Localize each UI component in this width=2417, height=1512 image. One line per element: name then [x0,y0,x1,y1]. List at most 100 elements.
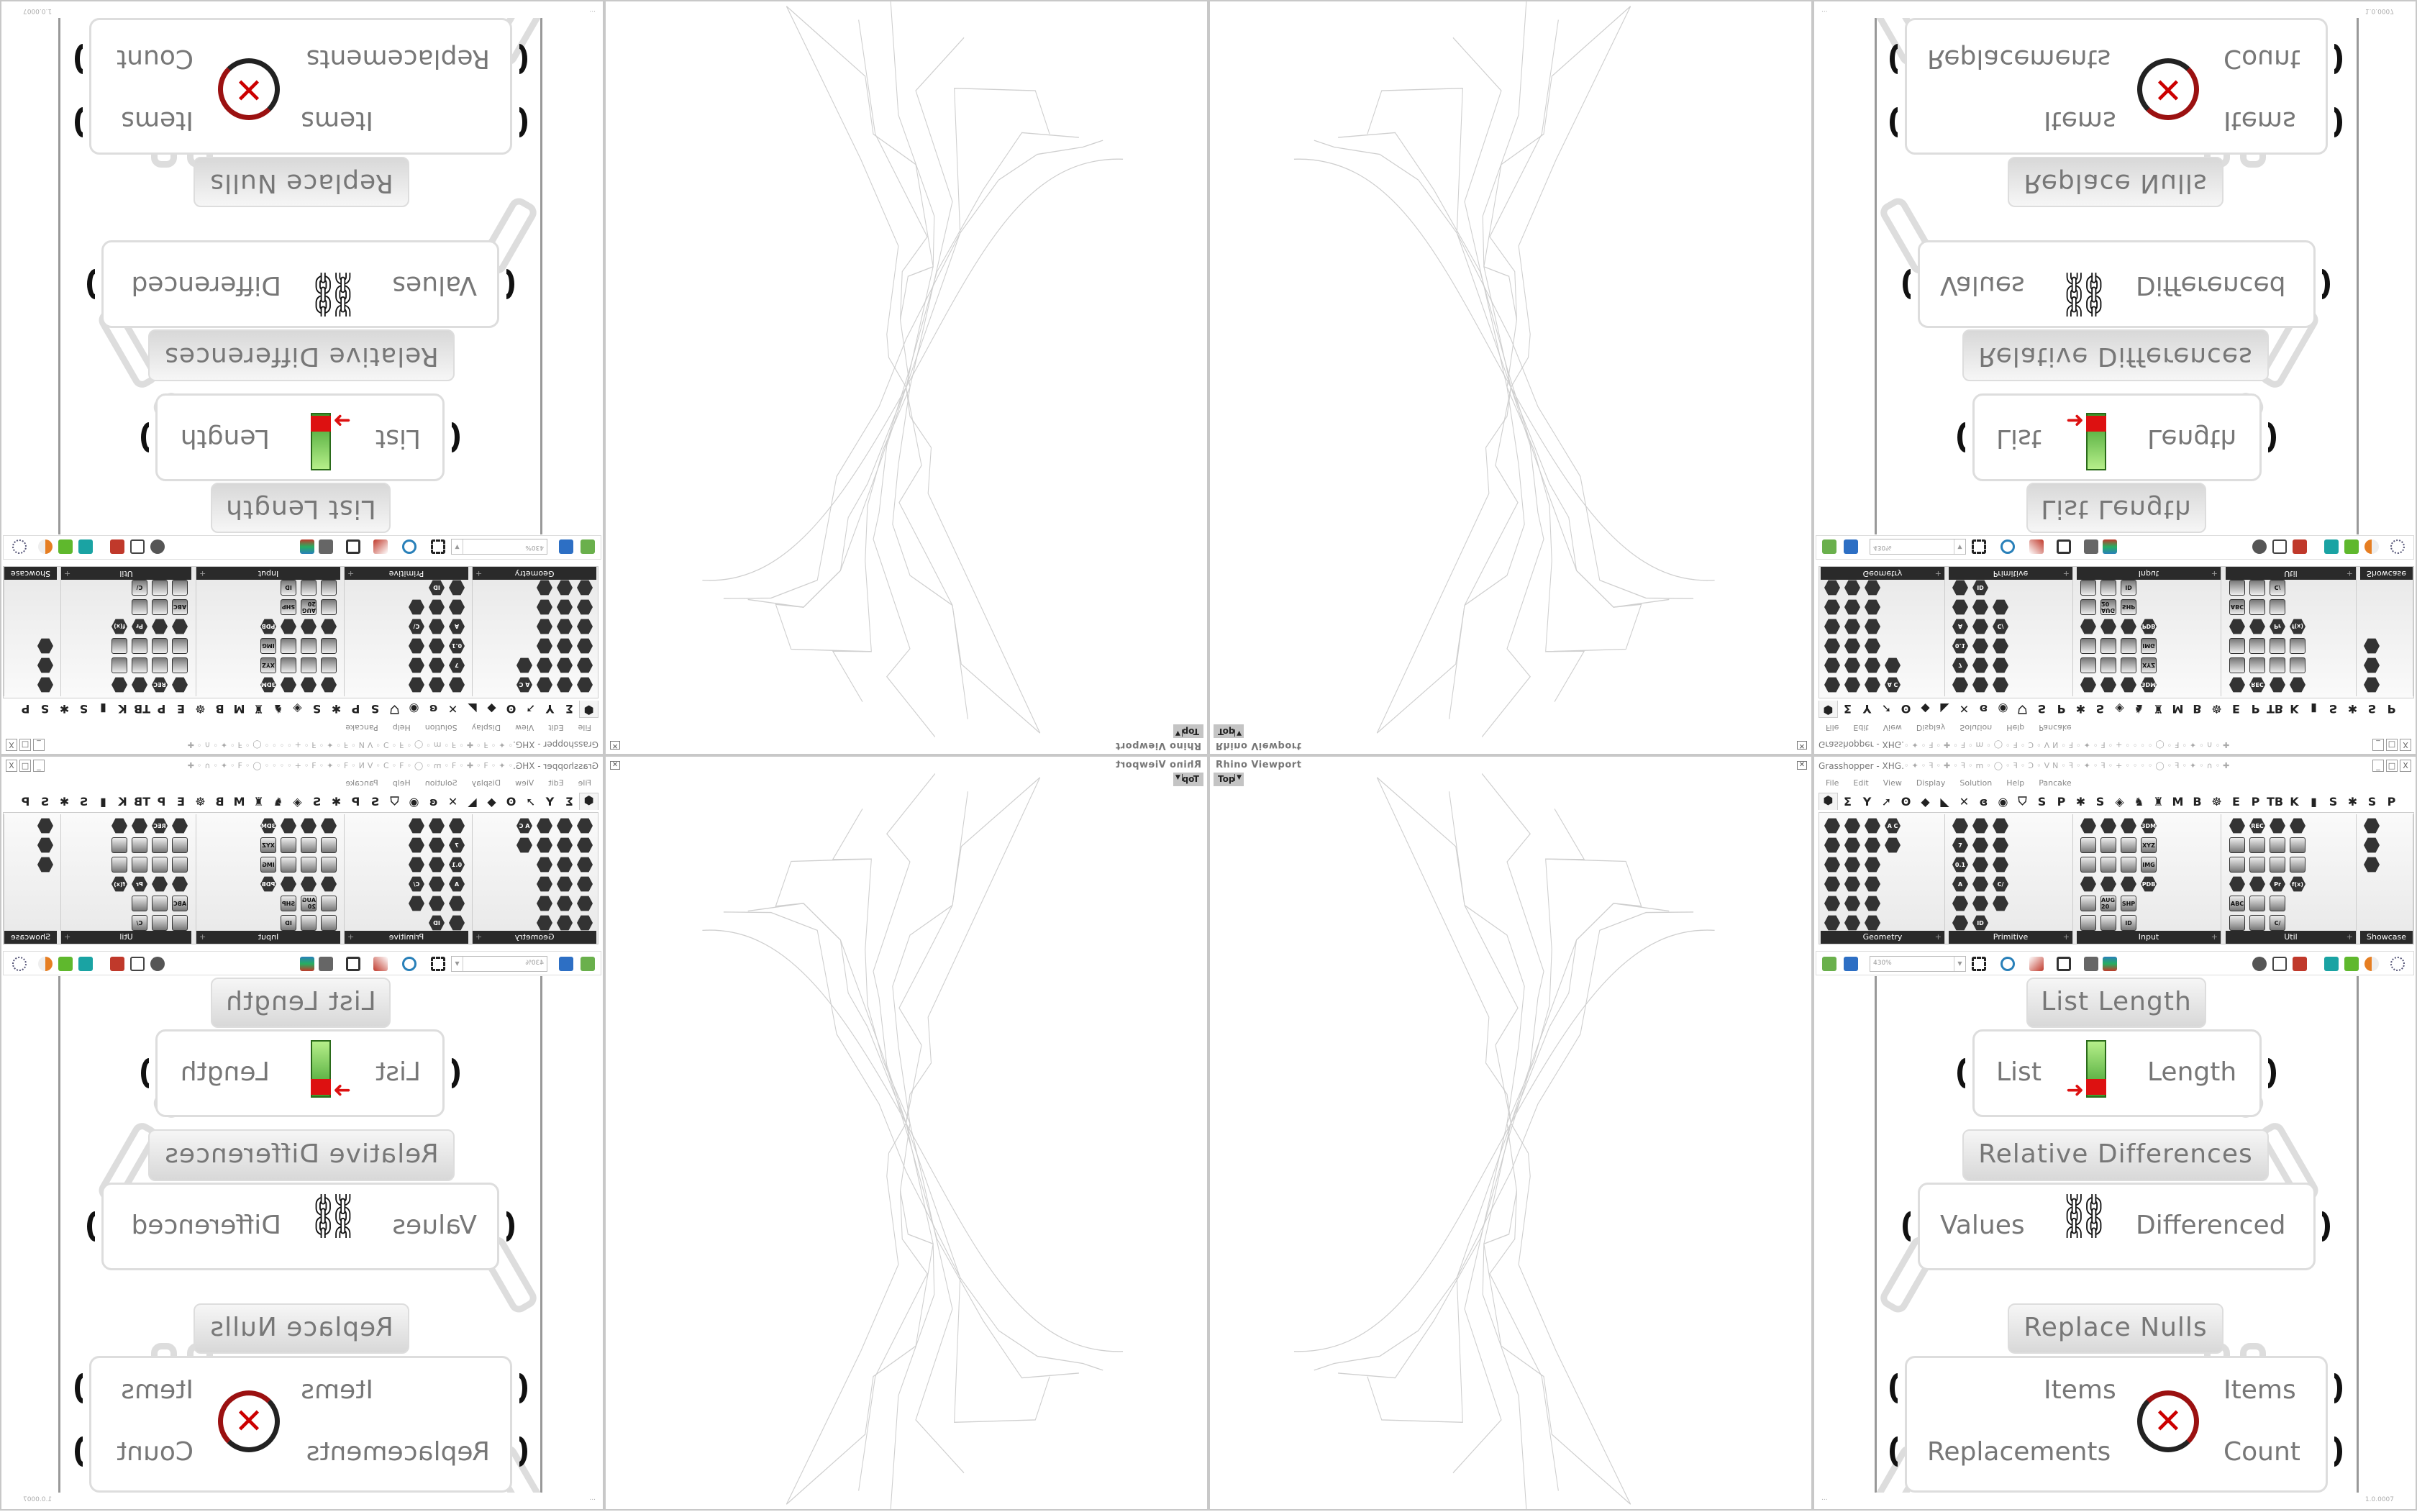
input-grip[interactable] [511,107,527,137]
ribbon-tab[interactable]: B [215,794,224,809]
component-icon[interactable] [2229,876,2245,892]
ribbon-tab[interactable]: B [2193,702,2202,716]
component-icon[interactable] [1865,915,1880,931]
ribbon-tab[interactable]: ɞ [429,794,438,809]
panel-label[interactable]: Geometry + [1821,931,1944,944]
replace-nulls-component[interactable]: Items Replacements ✕ Items Count [89,1356,512,1493]
component-icon[interactable] [2364,638,2380,654]
component-icon[interactable] [537,638,552,654]
expand-icon[interactable]: + [2346,932,2353,942]
component-icon[interactable] [409,599,424,615]
menu-help[interactable]: Help [2006,723,2025,732]
component-icon[interactable] [2100,638,2116,654]
ribbon-tab[interactable]: ɞ [429,702,438,716]
component-icon[interactable] [172,818,188,834]
panel-label[interactable]: Primitive + [345,567,468,580]
ribbon-tab[interactable]: ◈ [2115,794,2124,809]
panel-label[interactable]: Geometry + [473,567,596,580]
menu-display[interactable]: Display [1916,723,1946,732]
ribbon-tab[interactable]: ☸ [195,794,206,809]
ribbon-tab[interactable]: P [2387,794,2396,809]
chevron-down-icon[interactable]: ▼ [1175,774,1183,781]
panel-label[interactable]: Showcase T... [2360,931,2413,955]
menu-pancake[interactable]: Pancake [2039,723,2072,732]
ribbon-tab[interactable]: ✕ [447,794,458,809]
canvas[interactable]: List Length List ➜ Length Relative Diffe… [3,18,601,534]
panel-label[interactable]: Util + [61,567,191,580]
component-icon[interactable] [281,837,296,853]
ribbon-tab[interactable]: P [2057,794,2066,809]
ribbon-tab[interactable]: P [157,794,166,809]
component-icon[interactable] [1844,915,1860,931]
close-button[interactable]: X [6,760,17,772]
minimize-button[interactable]: _ [33,739,45,751]
ribbon-tab[interactable]: ▮ [2311,702,2317,716]
ribbon-tab[interactable]: ♜ [2153,794,2164,809]
component-icon[interactable] [2080,599,2096,615]
component-icon[interactable] [1972,896,1988,911]
replace-nulls-component[interactable]: Items Replacements ✕ Items Count [1905,1356,2328,1493]
close-button[interactable]: X [2400,739,2411,751]
component-icon[interactable]: C/ [2270,580,2285,596]
preview-shaded-icon[interactable] [130,539,145,554]
component-icon[interactable]: f(x) [2290,619,2306,634]
ribbon-tab[interactable]: E [177,702,185,716]
component-icon[interactable] [321,896,337,911]
component-icon[interactable] [537,580,552,596]
component-icon[interactable] [2270,818,2285,834]
menu-view[interactable]: View [1883,778,1902,788]
expand-icon[interactable]: + [475,932,483,942]
component-icon[interactable] [321,599,337,615]
ribbon-tab[interactable]: ◆ [1921,794,1930,809]
ribbon-tab[interactable]: ☸ [2211,702,2222,716]
maximize-button[interactable]: □ [2386,739,2398,751]
ribbon-tab[interactable]: S [2095,702,2105,716]
ribbon-tab[interactable]: TB [2266,702,2284,716]
bake-icon[interactable] [2057,539,2071,554]
panel-label[interactable]: Primitive + [1949,931,2072,944]
component-icon[interactable]: ABC [2229,896,2245,911]
component-icon[interactable] [2080,837,2096,853]
selection-icon[interactable] [12,957,27,971]
input-grip[interactable] [1903,269,1918,299]
component-icon[interactable] [2364,837,2380,853]
component-icon[interactable] [1972,818,1988,834]
zoom-extents-icon[interactable] [1972,539,1986,554]
ribbon-tab[interactable]: ✱ [331,702,342,716]
maximize-button[interactable]: □ [19,760,31,772]
component-icon[interactable] [449,599,465,615]
component-icon[interactable] [2121,677,2136,693]
component-icon[interactable]: C/ [1993,876,2008,892]
component-icon[interactable] [1844,638,1860,654]
component-icon[interactable]: 7 [449,837,465,853]
component-icon[interactable] [152,896,168,911]
ribbon-tab[interactable]: P [21,794,30,809]
component-icon[interactable] [152,638,168,654]
eye-icon[interactable] [402,539,417,554]
ribbon-tab[interactable]: ☸ [2211,794,2222,809]
component-icon[interactable] [2229,580,2245,596]
mesh-icon[interactable] [2324,957,2339,971]
selection-icon[interactable] [12,539,27,554]
component-icon[interactable]: ABC [172,896,188,911]
ribbon-tab[interactable]: P [2057,702,2066,716]
component-icon[interactable] [1824,915,1840,931]
component-icon[interactable] [2080,638,2096,654]
component-icon[interactable] [2080,580,2096,596]
component-icon[interactable] [1952,580,1968,596]
component-icon[interactable]: SHP [281,599,296,615]
component-icon[interactable] [2229,818,2245,834]
component-icon[interactable] [537,677,552,693]
component-icon[interactable] [301,876,317,892]
component-icon[interactable] [2249,915,2265,931]
ribbon-tab[interactable]: ➚ [525,702,536,716]
component-icon[interactable] [557,818,573,834]
menu-edit[interactable]: Edit [548,778,564,788]
component-icon[interactable] [111,657,127,673]
ribbon-tab[interactable]: S [370,702,380,716]
chevron-down-icon[interactable]: ▼ [452,539,463,554]
ribbon-tab[interactable]: P [351,794,360,809]
component-icon[interactable] [321,857,337,873]
component-icon[interactable] [172,677,188,693]
output-grip[interactable] [2322,1211,2330,1242]
